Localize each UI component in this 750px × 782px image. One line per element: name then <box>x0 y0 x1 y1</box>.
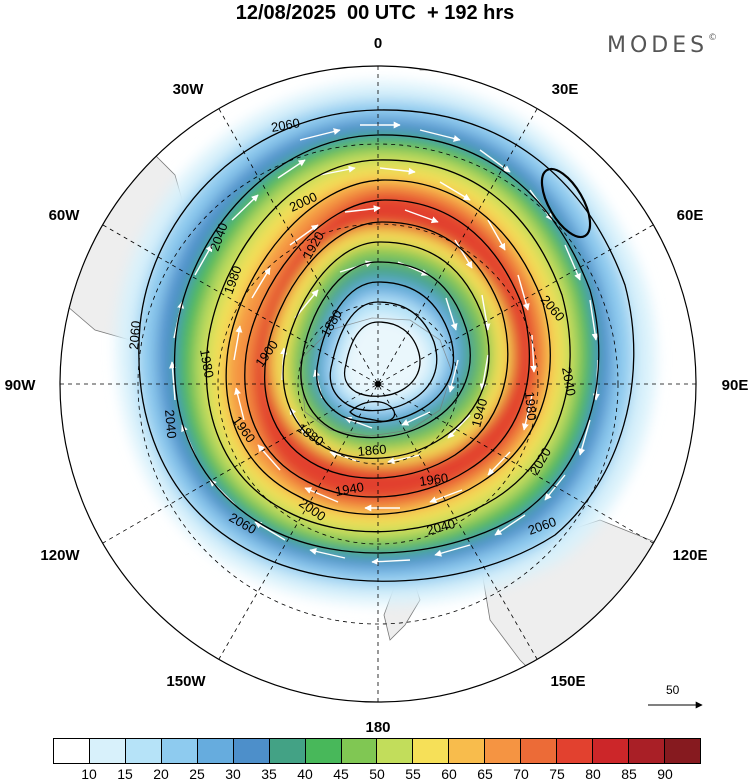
contour-label-1980-e: 1980 <box>522 391 539 421</box>
lon-label-60e: 60E <box>677 207 704 224</box>
colorbar-cell-9 <box>377 739 414 763</box>
map-title: 12/08/2025 00 UTC + 192 hrs <box>235 2 515 24</box>
contour-1940 <box>282 241 490 459</box>
colorbar-cell-0 <box>54 739 90 763</box>
colorbar-tick-75: 75 <box>549 766 565 782</box>
contour-label-2060-top: 2060 <box>270 115 301 135</box>
brand-name: MODES <box>607 33 709 58</box>
colorbar-cell-12 <box>485 739 522 763</box>
colorbar-tick-70: 70 <box>513 766 529 782</box>
colorbar-cell-4 <box>197 739 234 763</box>
contour-label-1960-s: 1960 <box>418 470 449 489</box>
lon-label-30e: 30E <box>552 81 579 98</box>
colorbar-tick-10: 10 <box>81 766 97 782</box>
colorbar <box>53 738 701 764</box>
shade-core <box>341 315 430 401</box>
lon-label-0: 0 <box>374 35 382 52</box>
contour-1920 <box>300 261 471 439</box>
contour-2060 <box>138 109 635 582</box>
colorbar-tick-25: 25 <box>189 766 205 782</box>
colorbar-cell-17 <box>664 739 700 763</box>
colorbar-tick-20: 20 <box>153 766 169 782</box>
contour-label-2040-s: 2040 <box>425 516 457 538</box>
lon-label-150e: 150E <box>550 673 585 690</box>
map-boundary <box>59 65 697 703</box>
colorbar-cell-5 <box>233 739 270 763</box>
colorbar-tick-65: 65 <box>477 766 493 782</box>
contour-1960 <box>264 221 509 479</box>
wind-speed-shading <box>117 81 656 604</box>
colorbar-tick-90: 90 <box>657 766 673 782</box>
colorbar-cell-10 <box>413 739 450 763</box>
contour-label-1940-s: 1940 <box>334 479 365 499</box>
colorbar-cell-2 <box>125 739 162 763</box>
colorbar-ticks: 10 15 20 25 30 35 40 45 50 55 60 65 70 75 80 85 90 <box>53 766 701 782</box>
lon-label-60w: 60W <box>49 207 81 224</box>
colorbar-cell-11 <box>449 739 486 763</box>
reference-vector-label: 50 <box>666 683 680 697</box>
lon-label-30w: 30W <box>173 81 205 98</box>
colorbar-cell-14 <box>557 739 594 763</box>
lon-label-90e: 90E <box>722 377 749 394</box>
contour-1980 <box>244 199 530 498</box>
contour-2020 <box>205 159 571 533</box>
colorbar-cell-8 <box>341 739 378 763</box>
contour-label-2060-left: 2060 <box>126 320 143 350</box>
colorbar-tick-80: 80 <box>585 766 601 782</box>
colorbar-tick-35: 35 <box>261 766 277 782</box>
colorbar-tick-15: 15 <box>117 766 133 782</box>
colorbar-cell-3 <box>161 739 198 763</box>
colorbar-cell-15 <box>593 739 629 763</box>
copyright-mark: © <box>708 33 718 43</box>
contour-label-1940-e: 1940 <box>468 397 490 429</box>
polar-stereographic-map: 2060 2060 2060 2060 2060 2040 2040 2040 … <box>5 35 749 736</box>
modes-logo: MODES© <box>607 33 717 58</box>
wind-vectors <box>169 121 600 566</box>
contour-high-atlantic <box>540 167 592 239</box>
colorbar-tick-85: 85 <box>621 766 637 782</box>
lon-label-150w: 150W <box>166 673 206 690</box>
south-pole-dot <box>375 381 381 387</box>
graticule <box>60 66 696 702</box>
colorbar-cell-16 <box>629 739 665 763</box>
colorbar-tick-30: 30 <box>225 766 241 782</box>
colorbar-cell-6 <box>269 739 306 763</box>
contour-low-inner <box>349 401 396 422</box>
lon-label-120w: 120W <box>40 547 80 564</box>
contour-label-2040-w: 2040 <box>162 409 179 439</box>
colorbar-tick-60: 60 <box>441 766 457 782</box>
contour-label-1980-w: 1980 <box>197 348 217 379</box>
colorbar-tick-55: 55 <box>405 766 421 782</box>
colorbar-cell-13 <box>521 739 558 763</box>
contour-label-1860: 1860 <box>357 442 387 459</box>
longitude-labels: 0 30E 60E 90E 120E 150E 180 150W 120W 90… <box>5 35 749 736</box>
colorbar-tick-40: 40 <box>297 766 313 782</box>
land-antarctica-outline <box>299 317 453 437</box>
contour-1880 <box>329 301 438 412</box>
height-contours <box>138 109 635 582</box>
colorbar-cell-7 <box>305 739 342 763</box>
lon-label-90w: 90W <box>5 377 37 394</box>
colorbar-tick-50: 50 <box>369 766 385 782</box>
lon-label-180: 180 <box>365 719 390 736</box>
colorbar-cell-1 <box>89 739 126 763</box>
contour-label-2040-e: 2040 <box>559 366 579 397</box>
lon-label-120e: 120E <box>672 547 707 564</box>
contour-2040 <box>173 134 600 554</box>
colorbar-tick-45: 45 <box>333 766 349 782</box>
